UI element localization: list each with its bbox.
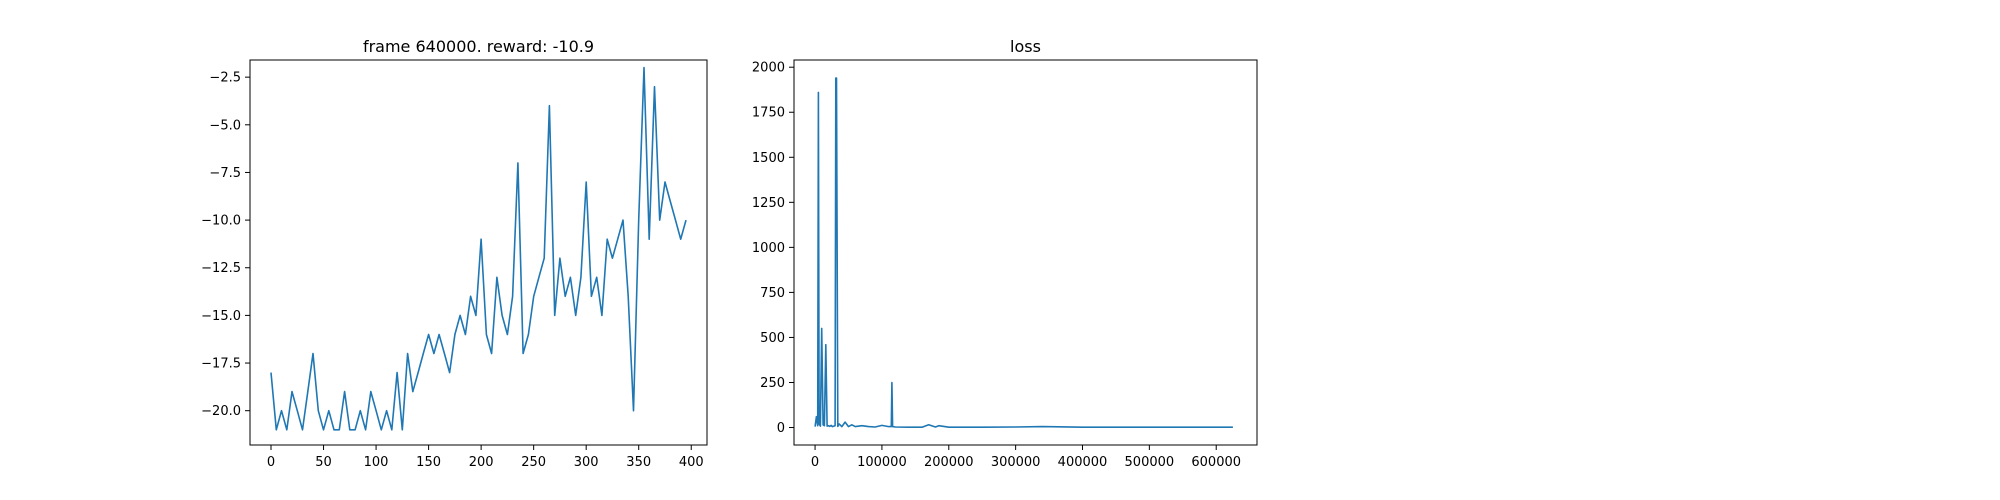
loss-y-tick-label: 250 bbox=[760, 376, 785, 391]
loss-y-tick-label: 500 bbox=[760, 331, 785, 346]
loss-x-tick-label: 500000 bbox=[1125, 455, 1175, 470]
reward-x-tick-label: 150 bbox=[416, 455, 441, 470]
reward-x-ticks: 0 50 100 150 200 250 300 350 400 bbox=[267, 445, 704, 470]
loss-chart-frame bbox=[793, 59, 1258, 446]
reward-x-tick-label: 400 bbox=[679, 455, 704, 470]
reward-chart: frame 640000. reward: -10.9 0 50 100 150 200… bbox=[201, 37, 708, 470]
reward-series-line bbox=[270, 66, 687, 431]
loss-x-tick-label: 200000 bbox=[924, 455, 974, 470]
reward-chart-title: frame 640000. reward: -10.9 bbox=[363, 37, 594, 56]
reward-y-tick-label: −15.0 bbox=[201, 309, 241, 324]
loss-y-tick-label: 2000 bbox=[752, 61, 785, 76]
reward-y-tick-label: −20.0 bbox=[201, 404, 241, 419]
loss-chart: loss 0 100000 200000 300000 400000 500000 6000… bbox=[752, 37, 1258, 470]
loss-x-tick-label: 400000 bbox=[1058, 455, 1108, 470]
loss-y-tick-label: 0 bbox=[777, 421, 785, 436]
reward-y-tick-label: −7.5 bbox=[209, 166, 241, 181]
loss-y-tick-label: 1750 bbox=[752, 106, 785, 121]
reward-series bbox=[270, 66, 687, 431]
loss-x-tick-label: 300000 bbox=[991, 455, 1041, 470]
loss-series-line bbox=[814, 77, 1233, 429]
loss-y-ticks: 0 250 500 750 1000 1250 1500 1750 2000 bbox=[752, 61, 794, 436]
reward-x-tick-label: 200 bbox=[469, 455, 494, 470]
reward-chart-frame bbox=[249, 59, 708, 446]
reward-y-tick-label: −17.5 bbox=[201, 357, 241, 372]
reward-x-tick-label: 50 bbox=[315, 455, 332, 470]
reward-y-tick-label: −5.0 bbox=[209, 118, 241, 133]
reward-y-ticks: −20.0 −17.5 −15.0 −12.5 −10.0 −7.5 −5.0 −2.5 bbox=[201, 71, 250, 419]
reward-x-tick-label: 300 bbox=[574, 455, 599, 470]
loss-x-tick-label: 0 bbox=[811, 455, 819, 470]
loss-y-tick-label: 1000 bbox=[752, 241, 785, 256]
reward-y-tick-label: −12.5 bbox=[201, 261, 241, 276]
loss-x-ticks: 0 100000 200000 300000 400000 500000 600000 bbox=[811, 445, 1241, 470]
reward-y-tick-label: −10.0 bbox=[201, 214, 241, 229]
loss-y-tick-label: 1500 bbox=[752, 151, 785, 166]
reward-x-tick-label: 250 bbox=[521, 455, 546, 470]
reward-x-tick-label: 100 bbox=[364, 455, 389, 470]
loss-x-tick-label: 600000 bbox=[1191, 455, 1241, 470]
reward-x-tick-label: 0 bbox=[267, 455, 275, 470]
loss-y-tick-label: 750 bbox=[760, 286, 785, 301]
reward-y-tick-label: −2.5 bbox=[209, 71, 241, 86]
loss-y-tick-label: 1250 bbox=[752, 196, 785, 211]
reward-x-tick-label: 350 bbox=[626, 455, 651, 470]
loss-x-tick-label: 100000 bbox=[857, 455, 907, 470]
loss-chart-title: loss bbox=[1010, 37, 1041, 56]
loss-series bbox=[814, 77, 1233, 429]
